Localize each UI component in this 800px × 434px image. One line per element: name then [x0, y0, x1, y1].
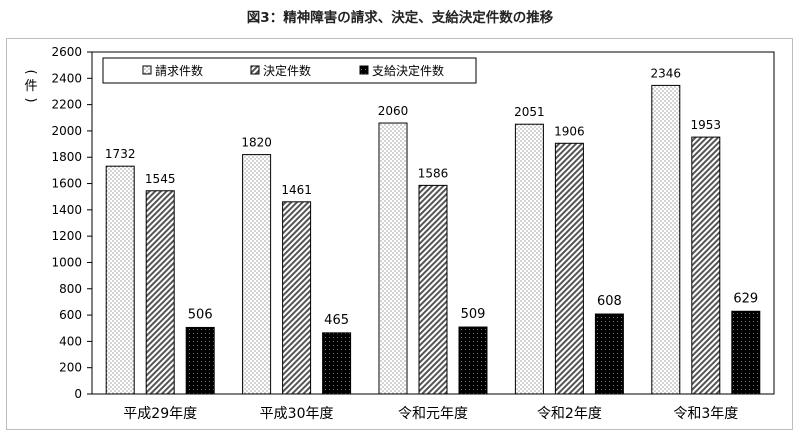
bar — [322, 332, 352, 395]
legend-swatch — [250, 65, 260, 75]
bar — [378, 122, 408, 395]
data-label: 2051 — [514, 105, 545, 119]
y-tick-label: 1600 — [51, 177, 82, 191]
bar — [594, 313, 624, 395]
chart-panel — [6, 38, 793, 430]
y-tick-label: 2400 — [51, 71, 82, 85]
data-label: 629 — [733, 291, 758, 306]
legend-box — [102, 57, 477, 84]
data-label: 1586 — [418, 166, 449, 180]
data-label: 1820 — [241, 136, 272, 150]
data-label: 2060 — [378, 104, 409, 118]
y-tick-label: 1200 — [51, 229, 82, 243]
y-tick-label: 0 — [74, 387, 82, 401]
legend-label: 請求件数 — [155, 63, 203, 78]
y-tick-label: 1000 — [51, 255, 82, 269]
legend-label: 決定件数 — [263, 63, 311, 78]
bar — [731, 310, 761, 395]
bar — [554, 142, 584, 395]
y-tick-label: 2600 — [51, 45, 82, 59]
data-label: 2346 — [651, 66, 682, 80]
legend-label: 支給決定件数 — [372, 63, 444, 78]
bar — [282, 201, 312, 395]
data-label: 509 — [461, 307, 486, 322]
y-axis-label-char: 件 — [24, 79, 37, 94]
y-tick-label: 1800 — [51, 150, 82, 164]
y-tick-label: 1400 — [51, 203, 82, 217]
x-tick-label: 令和3年度 — [673, 406, 738, 422]
data-label: 1906 — [554, 124, 585, 138]
chart-title: 図3：精神障害の請求、決定、支給決定件数の推移 — [246, 10, 554, 26]
data-label: 465 — [324, 313, 349, 328]
bar — [145, 190, 175, 395]
y-tick-label: 200 — [59, 361, 82, 375]
data-label: 1545 — [145, 172, 176, 186]
bar — [691, 136, 721, 395]
bar — [514, 123, 544, 395]
bar — [105, 165, 135, 395]
legend-swatch — [142, 65, 152, 75]
data-label: 608 — [597, 294, 622, 309]
bar — [458, 326, 488, 395]
data-label: 1953 — [691, 118, 722, 132]
bar — [651, 84, 681, 395]
x-tick-label: 令和元年度 — [398, 406, 468, 422]
y-axis-label-char: ) — [23, 97, 38, 102]
y-tick-label: 2000 — [51, 124, 82, 138]
y-tick-label: 400 — [59, 334, 82, 348]
y-tick-label: 2200 — [51, 98, 82, 112]
x-tick-label: 平成29年度 — [123, 406, 197, 422]
legend-swatch — [359, 65, 369, 75]
data-label: 1461 — [281, 183, 312, 197]
x-tick-label: 平成30年度 — [260, 406, 334, 422]
bar — [185, 326, 215, 395]
y-tick-label: 800 — [59, 282, 82, 296]
data-label: 1732 — [105, 147, 136, 161]
x-tick-label: 令和2年度 — [537, 406, 602, 422]
y-axis-label-char: ( — [23, 69, 38, 74]
bar — [242, 154, 272, 395]
bar — [418, 184, 448, 395]
data-label: 506 — [188, 307, 213, 322]
y-tick-label: 600 — [59, 308, 82, 322]
